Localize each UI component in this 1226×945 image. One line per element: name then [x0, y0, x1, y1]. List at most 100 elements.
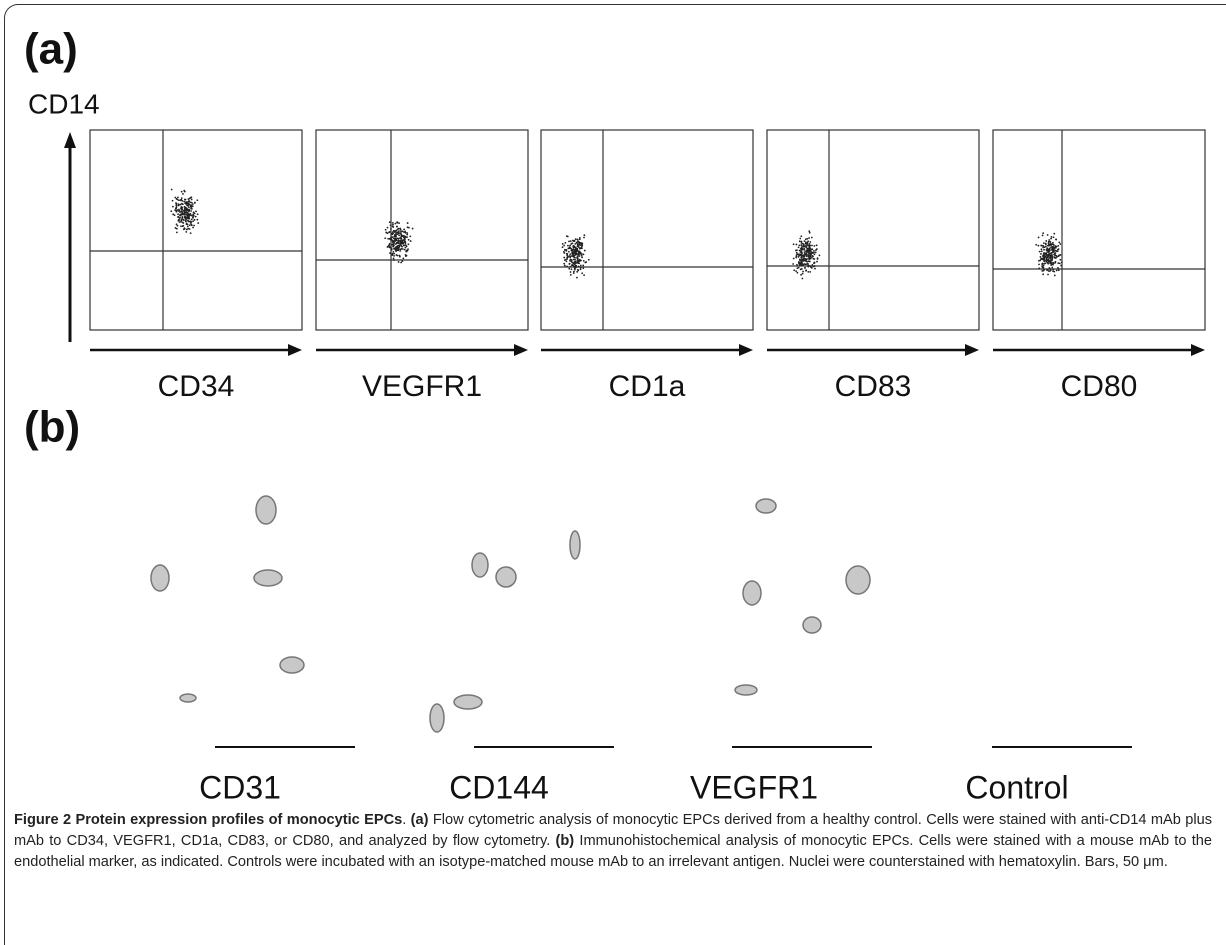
event-dot	[405, 245, 408, 248]
event-dot	[569, 256, 572, 259]
event-dot	[1044, 243, 1047, 246]
event-dot	[399, 237, 402, 239]
event-dot	[174, 209, 177, 212]
event-dot	[570, 264, 573, 267]
event-dot	[1047, 270, 1050, 272]
event-dot	[575, 241, 578, 244]
event-dot	[403, 248, 406, 251]
event-dot	[561, 246, 564, 249]
event-dot	[393, 254, 395, 257]
plot-frame	[315, 129, 529, 331]
event-dot	[804, 238, 807, 241]
event-dot	[579, 266, 582, 269]
event-dot	[815, 244, 818, 247]
event-dot	[1057, 269, 1060, 272]
event-dot	[809, 257, 812, 260]
event-dot	[389, 228, 392, 230]
event-dot	[805, 252, 808, 255]
event-dot	[1049, 262, 1052, 265]
event-dot	[803, 247, 806, 250]
plot-frame	[89, 129, 303, 331]
cell	[453, 694, 483, 710]
event-dot	[402, 244, 405, 247]
event-dot	[407, 226, 410, 229]
event-dot	[801, 277, 804, 280]
event-dot	[1047, 244, 1050, 247]
event-dot	[1052, 243, 1055, 246]
event-dot	[582, 264, 585, 267]
event-dot	[576, 276, 578, 279]
event-dot	[1055, 238, 1057, 241]
event-dot	[809, 264, 811, 267]
event-dot	[393, 259, 395, 261]
event-dot	[568, 240, 570, 243]
event-dot	[576, 248, 579, 250]
event-dot	[808, 230, 811, 233]
event-dot	[1054, 254, 1057, 257]
event-dot	[1045, 252, 1048, 255]
event-dot	[1052, 236, 1055, 239]
event-dot	[801, 247, 804, 250]
event-dot	[810, 248, 813, 251]
event-dot	[798, 240, 801, 243]
event-dot	[188, 214, 191, 217]
event-dot	[1057, 244, 1060, 247]
event-dot	[813, 258, 816, 260]
event-dot	[569, 274, 572, 276]
event-dot	[398, 244, 401, 247]
event-dot	[567, 250, 570, 253]
event-dot	[563, 262, 566, 265]
event-dot	[587, 258, 590, 261]
event-dot	[196, 218, 199, 221]
event-dot	[188, 224, 191, 227]
event-dot	[1042, 254, 1045, 257]
event-dot	[389, 252, 391, 254]
cell	[742, 580, 762, 606]
caption-a-text: Flow cytometric analysis of monocytic EP…	[14, 812, 1212, 849]
event-dot	[188, 228, 191, 230]
event-dot	[183, 205, 186, 208]
event-dot	[1042, 242, 1045, 245]
event-dot	[193, 212, 196, 215]
event-dot	[177, 210, 180, 212]
event-dot	[394, 248, 397, 251]
event-dot	[800, 273, 802, 276]
event-dot	[812, 265, 815, 268]
event-dot	[400, 230, 402, 233]
event-dot	[1050, 252, 1053, 255]
event-dot	[793, 269, 796, 272]
event-dot	[569, 253, 572, 255]
cell	[179, 693, 197, 703]
event-dot	[192, 211, 195, 214]
event-dot	[407, 238, 410, 241]
event-dot	[565, 260, 568, 263]
event-dot	[175, 223, 178, 226]
event-dot	[1056, 250, 1059, 253]
event-dot	[807, 265, 810, 268]
event-dot	[801, 261, 803, 264]
event-dot	[1043, 257, 1046, 260]
event-dot	[805, 244, 808, 247]
event-dot	[182, 213, 184, 215]
event-dot	[385, 231, 388, 234]
event-dot	[1040, 244, 1043, 247]
event-dot	[392, 229, 395, 232]
event-dot	[566, 235, 569, 238]
event-dot	[1041, 234, 1044, 237]
event-dot	[386, 226, 389, 229]
event-dot	[569, 244, 571, 247]
event-dot	[189, 232, 192, 235]
event-dot	[579, 268, 582, 271]
cell	[255, 495, 277, 525]
event-dot	[574, 254, 576, 257]
event-dot	[1050, 263, 1053, 265]
event-dot	[581, 256, 584, 259]
event-dot	[807, 260, 810, 263]
event-dot	[580, 254, 583, 257]
event-dot	[391, 222, 394, 224]
event-dot	[395, 237, 398, 240]
event-dot	[809, 241, 812, 243]
event-dot	[574, 265, 576, 268]
event-dot	[173, 214, 176, 217]
event-dot	[386, 246, 389, 248]
